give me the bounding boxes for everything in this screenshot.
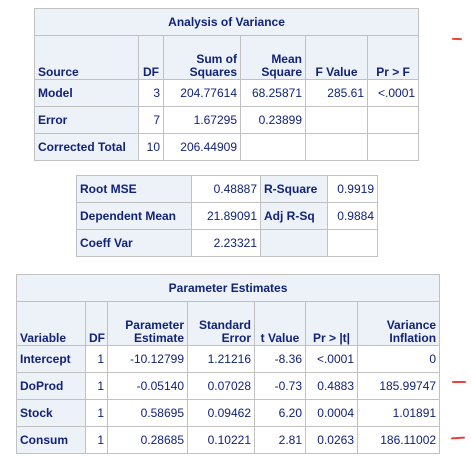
fit-row: Root MSE 0.48887 R-Square 0.9919 [76, 175, 378, 203]
pe-estimate-cell: 0.58695 [107, 399, 188, 427]
pe-stderr-cell: 0.10221 [187, 426, 255, 454]
anova-header-df: DF [138, 35, 164, 80]
red-annotation-mark [450, 436, 466, 440]
fit-statistics-table: Root MSE 0.48887 R-Square 0.9919 Depende… [76, 175, 378, 257]
fit-value: 0.9919 [327, 175, 378, 203]
pe-vif-cell: 0 [356, 345, 441, 373]
anova-table: Analysis of Variance Source DF Sum of Squ… [33, 8, 420, 161]
pe-row: DoProd 1 -0.05140 0.07028 -0.73 0.4883 1… [16, 372, 441, 400]
pe-df-cell: 1 [85, 426, 108, 454]
pe-header-parameter-estimate: Parameter Estimate [107, 301, 188, 346]
fit-row: Coeff Var 2.23321 [76, 229, 378, 257]
fit-value: 2.23321 [191, 229, 261, 257]
pe-p-cell: 0.0263 [305, 426, 358, 454]
pe-stderr-cell: 0.09462 [187, 399, 255, 427]
fit-label [260, 229, 328, 257]
pe-p-cell: <.0001 [305, 345, 358, 373]
anova-header-sum-of-squares: Sum of Squares [163, 35, 241, 80]
anova-source-cell: Model [34, 79, 139, 107]
pe-p-cell: 0.0004 [305, 399, 358, 427]
anova-header-mean-square: Mean Square [240, 35, 306, 80]
pe-stderr-cell: 0.07028 [187, 372, 255, 400]
pe-vif-cell: 185.99747 [356, 372, 441, 400]
anova-p-cell [366, 106, 420, 134]
red-annotation-mark [451, 37, 463, 41]
pe-vif-cell: 1.01891 [356, 399, 441, 427]
pe-header-variance-inflation: Variance Inflation [356, 301, 441, 346]
anova-p-cell: <.0001 [366, 79, 420, 107]
pe-row: Consum 1 0.28685 0.10221 2.81 0.0263 186… [16, 426, 441, 454]
pe-vif-cell: 186.11002 [356, 426, 441, 454]
pe-variable-cell: Stock [16, 399, 86, 427]
pe-estimate-cell: -10.12799 [107, 345, 188, 373]
fit-value: 0.9884 [327, 202, 378, 230]
fit-label: R-Square [260, 175, 328, 203]
anova-ss-cell: 206.44909 [163, 133, 241, 161]
pe-t-cell: 2.81 [254, 426, 306, 454]
anova-ss-cell: 204.77614 [163, 79, 241, 107]
pe-variable-cell: DoProd [16, 372, 86, 400]
pe-df-cell: 1 [85, 372, 108, 400]
anova-ms-cell: 68.25871 [240, 79, 306, 107]
anova-header-source: Source [34, 35, 139, 80]
anova-ss-cell: 1.67295 [163, 106, 241, 134]
pe-t-cell: -8.36 [254, 345, 306, 373]
anova-source-cell: Corrected Total [34, 133, 139, 161]
pe-estimate-cell: 0.28685 [107, 426, 188, 454]
pe-t-cell: 6.20 [254, 399, 306, 427]
pe-header-df: DF [85, 301, 108, 346]
pe-variable-cell: Intercept [16, 345, 86, 373]
fit-label: Root MSE [76, 175, 192, 203]
pe-row: Stock 1 0.58695 0.09462 6.20 0.0004 1.01… [16, 399, 441, 427]
fit-label: Coeff Var [76, 229, 192, 257]
fit-value [327, 229, 378, 257]
pe-df-cell: 1 [85, 345, 108, 373]
fit-row: Dependent Mean 21.89091 Adj R-Sq 0.9884 [76, 202, 378, 230]
anova-df-cell: 3 [138, 79, 164, 107]
fit-label: Dependent Mean [76, 202, 192, 230]
anova-f-cell [305, 106, 368, 134]
anova-df-cell: 7 [138, 106, 164, 134]
parameter-estimates-table: Parameter Estimates Variable DF Paramete… [15, 274, 441, 454]
anova-header-f-value: F Value [305, 35, 368, 80]
pe-header-standard-error: Standard Error [187, 301, 255, 346]
pe-p-cell: 0.4883 [305, 372, 358, 400]
pe-header-pr-t: Pr > |t| [305, 301, 358, 346]
pe-header-t-value: t Value [254, 301, 306, 346]
pe-estimate-cell: -0.05140 [107, 372, 188, 400]
anova-ms-cell [240, 133, 306, 161]
fit-label: Adj R-Sq [260, 202, 328, 230]
pe-df-cell: 1 [85, 399, 108, 427]
pe-t-cell: -0.73 [254, 372, 306, 400]
anova-row: Error 7 1.67295 0.23899 [34, 106, 420, 134]
anova-f-cell [305, 133, 368, 161]
red-annotation-mark [452, 381, 466, 383]
fit-value: 0.48887 [191, 175, 261, 203]
anova-df-cell: 10 [138, 133, 164, 161]
pe-variable-cell: Consum [16, 426, 86, 454]
anova-title: Analysis of Variance [33, 8, 420, 36]
parameter-estimates-title: Parameter Estimates [15, 274, 441, 302]
fit-value: 21.89091 [191, 202, 261, 230]
anova-header-pr-f: Pr > F [366, 35, 420, 80]
anova-ms-cell: 0.23899 [240, 106, 306, 134]
pe-header-variable: Variable [16, 301, 86, 346]
anova-row: Model 3 204.77614 68.25871 285.61 <.0001 [34, 79, 420, 107]
anova-source-cell: Error [34, 106, 139, 134]
pe-row: Intercept 1 -10.12799 1.21216 -8.36 <.00… [16, 345, 441, 373]
anova-f-cell: 285.61 [305, 79, 368, 107]
anova-p-cell [366, 133, 420, 161]
anova-row: Corrected Total 10 206.44909 [34, 133, 420, 161]
pe-stderr-cell: 1.21216 [187, 345, 255, 373]
